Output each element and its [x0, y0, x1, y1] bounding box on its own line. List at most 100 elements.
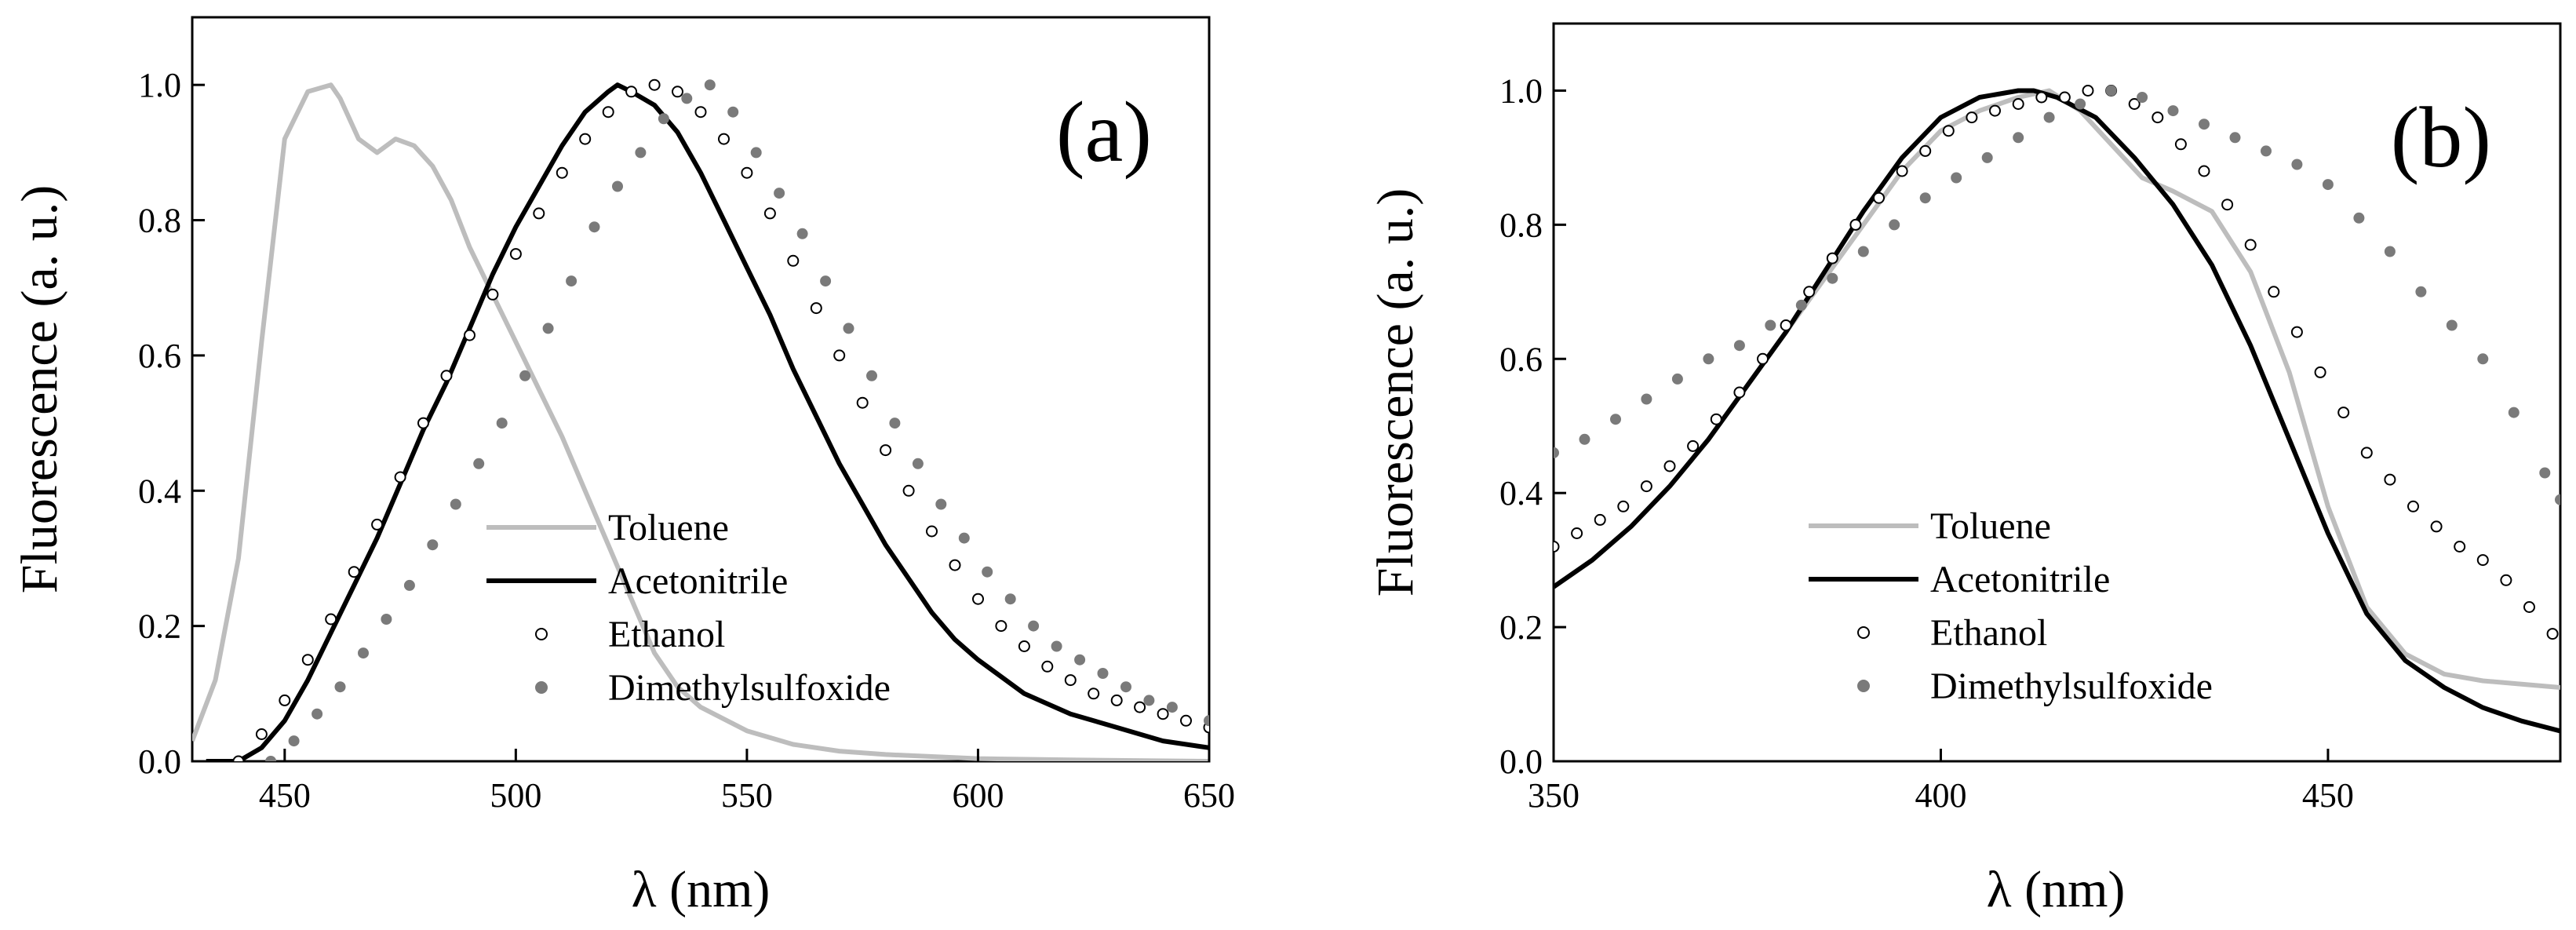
- data-point-dimethylsulfoxide: [265, 756, 277, 761]
- data-point-dimethylsulfoxide: [1765, 319, 1776, 331]
- data-point-ethanol: [718, 133, 730, 145]
- data-point-ethanol: [625, 86, 638, 98]
- data-point-dimethylsulfoxide: [334, 681, 346, 693]
- plot-frame: [191, 16, 1211, 763]
- data-point-dimethylsulfoxide: [2384, 246, 2396, 257]
- series-line-acetonitrile: [1554, 88, 2560, 734]
- data-point-ethanol: [2546, 628, 2559, 640]
- data-point-ethanol: [2268, 286, 2280, 298]
- data-point-dimethylsulfoxide: [750, 147, 762, 159]
- data-point-dimethylsulfoxide: [727, 106, 739, 118]
- y-tick-label: 0.8: [1499, 206, 1543, 244]
- data-point-ethanol: [2012, 98, 2024, 110]
- data-point-ethanol: [440, 370, 453, 382]
- data-point-dimethylsulfoxide: [588, 221, 600, 233]
- y-tick-label: 1.0: [1499, 71, 1543, 110]
- data-point-dimethylsulfoxide: [958, 532, 970, 544]
- data-point-dimethylsulfoxide: [2539, 467, 2551, 479]
- data-point-ethanol: [763, 207, 776, 220]
- data-point-dimethylsulfoxide: [1097, 668, 1109, 679]
- data-point-ethanol: [2058, 91, 2071, 104]
- data-point-ethanol: [1134, 701, 1146, 713]
- data-point-ethanol: [741, 166, 753, 179]
- data-point-ethanol: [417, 417, 429, 429]
- data-point-dimethylsulfoxide: [1671, 373, 1683, 385]
- data-point-dimethylsulfoxide: [2322, 179, 2334, 191]
- data-point-dimethylsulfoxide: [1981, 151, 1993, 163]
- data-point-dimethylsulfoxide: [704, 79, 716, 91]
- axis-ticks: 450 500 550 600 650 0.0 0.2 0.4 0.6 0.8 1.0: [138, 66, 1235, 815]
- data-point-dimethylsulfoxide: [358, 647, 369, 659]
- data-point-dimethylsulfoxide: [1857, 246, 1869, 257]
- data-point-dimethylsulfoxide: [866, 370, 877, 381]
- data-point-ethanol: [556, 166, 568, 179]
- data-point-dimethylsulfoxide: [1795, 299, 1807, 311]
- data-point-dimethylsulfoxide: [2043, 111, 2055, 123]
- data-point-dimethylsulfoxide: [403, 579, 415, 591]
- data-point-dimethylsulfoxide: [2415, 286, 2427, 297]
- data-point-ethanol: [926, 525, 938, 538]
- y-tick-label: 0.0: [1499, 742, 1543, 781]
- x-axis-title: λ (nm): [632, 861, 771, 918]
- data-point-ethanol: [648, 78, 661, 91]
- data-point-dimethylsulfoxide: [450, 498, 461, 510]
- data-point-ethanol: [301, 654, 314, 666]
- data-point-ethanol: [2407, 500, 2419, 512]
- data-point-ethanol: [394, 471, 406, 483]
- data-point-dimethylsulfoxide: [1733, 340, 1745, 352]
- legend-label-acetonitrile: Acetonitrile: [1930, 559, 2110, 600]
- data-point-ethanol: [833, 349, 846, 362]
- x-tick-label: 350: [1528, 776, 1579, 815]
- data-point-ethanol: [1873, 191, 1885, 204]
- data-point-ethanol: [2337, 407, 2350, 419]
- data-point-ethanol: [464, 329, 475, 341]
- data-point-ethanol: [2082, 85, 2094, 97]
- data-point-dimethylsulfoxide: [912, 458, 924, 469]
- plot-marks: [1554, 85, 2560, 734]
- data-point-ethanol: [2454, 541, 2466, 553]
- data-point-dimethylsulfoxide: [2477, 353, 2489, 365]
- data-point-ethanol: [1554, 541, 1560, 553]
- data-point-ethanol: [1826, 252, 1838, 264]
- data-point-dimethylsulfoxide: [635, 147, 647, 159]
- data-point-ethanol: [902, 484, 915, 497]
- legend-swatch-dimethylsulfoxide: [535, 681, 548, 694]
- data-point-dimethylsulfoxide: [1143, 695, 1155, 706]
- data-point-ethanol: [1617, 500, 1630, 512]
- data-point-ethanol: [255, 728, 268, 740]
- y-tick-label: 0.4: [138, 472, 181, 510]
- data-point-dimethylsulfoxide: [681, 93, 693, 104]
- axis-ticks: 350 400 450 0.0 0.2 0.4 0.6 0.8 1.0: [1499, 71, 2354, 815]
- y-tick-label: 0.8: [138, 202, 181, 240]
- data-point-ethanol: [533, 207, 545, 220]
- data-point-ethanol: [1710, 413, 1722, 425]
- data-point-dimethylsulfoxide: [2508, 407, 2520, 418]
- y-tick-label: 0.2: [1499, 608, 1543, 647]
- legend-label-dimethylsulfoxide: Dimethylsulfoxide: [1930, 666, 2213, 707]
- data-point-dimethylsulfoxide: [1919, 192, 1931, 204]
- x-tick-label: 600: [952, 776, 1004, 815]
- x-tick-label: 500: [490, 776, 541, 815]
- data-point-ethanol: [995, 620, 1007, 633]
- legend-swatch-ethanol: [1857, 626, 1870, 639]
- y-tick-label: 0.6: [138, 337, 181, 375]
- data-point-dimethylsulfoxide: [427, 539, 439, 551]
- data-point-dimethylsulfoxide: [612, 181, 623, 192]
- data-point-ethanol: [2500, 574, 2512, 586]
- data-point-dimethylsulfoxide: [774, 188, 785, 199]
- y-tick-label: 0.6: [1499, 340, 1543, 378]
- x-tick-label: 550: [721, 776, 773, 815]
- data-point-ethanol: [1849, 218, 1862, 231]
- data-point-ethanol: [972, 593, 984, 605]
- plot-frame: [1552, 22, 2562, 763]
- x-tick-label: 450: [259, 776, 311, 815]
- data-point-ethanol: [1180, 714, 1192, 727]
- x-tick-label: 650: [1183, 776, 1235, 815]
- data-point-dimethylsulfoxide: [889, 418, 901, 429]
- data-point-dimethylsulfoxide: [2446, 319, 2458, 331]
- data-point-ethanol: [1571, 527, 1583, 539]
- series-line-toluene: [192, 82, 1209, 761]
- legend-label-ethanol: Ethanol: [1930, 612, 2047, 654]
- data-point-ethanol: [371, 518, 384, 531]
